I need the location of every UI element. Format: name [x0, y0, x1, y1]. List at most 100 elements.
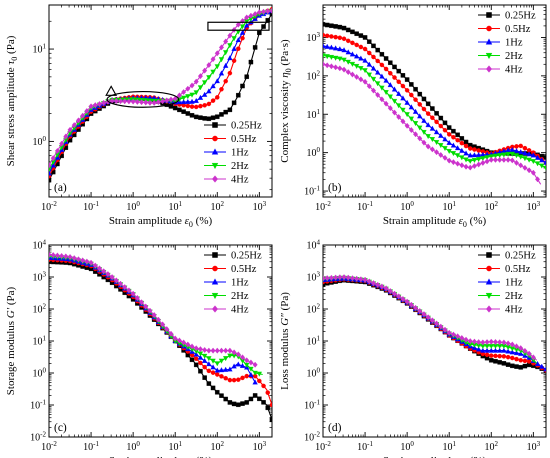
data-point [59, 140, 65, 147]
data-point [455, 132, 460, 138]
data-point [193, 78, 199, 85]
legend-marker [212, 265, 218, 272]
y-tick-label: 10-1 [304, 185, 320, 198]
data-point [471, 152, 478, 158]
data-point [371, 54, 376, 60]
y-tick-label: 104 [33, 239, 47, 252]
data-point [202, 67, 208, 74]
data-point [49, 170, 52, 176]
data-point [417, 308, 423, 314]
y-tick-label: 101 [307, 335, 321, 348]
data-point [67, 254, 73, 260]
data-point [337, 35, 343, 41]
data-point [92, 262, 98, 269]
x-tick-label: 103 [527, 440, 541, 453]
x-tick-label: 10-2 [315, 200, 331, 213]
data-point [324, 22, 330, 28]
x-tick-label: 103 [253, 440, 267, 453]
data-point [265, 405, 270, 411]
data-point [130, 290, 136, 297]
plot-frame [322, 244, 547, 438]
data-point [210, 83, 216, 89]
data-point [454, 153, 461, 159]
data-point [438, 123, 444, 129]
data-point [223, 366, 229, 372]
data-point [193, 356, 199, 361]
legend-marker [485, 65, 493, 73]
data-point [505, 362, 511, 367]
data-point [164, 326, 170, 333]
data-point [323, 61, 326, 68]
data-point [421, 130, 427, 135]
data-point [71, 255, 77, 262]
data-point [231, 401, 237, 407]
data-point [122, 98, 128, 105]
data-point [526, 350, 532, 357]
annotation-ellipse [106, 90, 180, 108]
data-point [151, 312, 157, 318]
data-point [328, 44, 335, 50]
data-point [235, 21, 241, 28]
data-point [438, 152, 444, 158]
data-point [442, 120, 448, 126]
data-point [501, 347, 507, 353]
x-tick-label: 102 [485, 200, 499, 213]
data-point [218, 367, 225, 373]
data-point [206, 101, 212, 107]
data-point [484, 347, 490, 353]
data-point [92, 102, 98, 109]
data-point [122, 284, 128, 291]
data-point [488, 347, 494, 353]
data-point [261, 24, 266, 29]
y-tick-label: 100 [33, 135, 47, 148]
legend-label: 2Hz [505, 291, 523, 302]
data-point [252, 393, 258, 398]
data-point [248, 59, 254, 65]
data-point [105, 271, 111, 278]
data-point [206, 368, 212, 374]
data-point [409, 92, 414, 98]
data-point [341, 274, 347, 281]
data-point [236, 402, 241, 407]
chart-panel-d: 10-2 10-1 100 101 102 103 10-2 10-1 100 101 102 103… [279, 239, 547, 458]
data-point [446, 125, 452, 130]
data-point [240, 83, 245, 89]
data-point [248, 396, 254, 402]
data-point [231, 100, 237, 106]
data-point [329, 23, 334, 28]
data-point [172, 95, 178, 102]
data-point [84, 108, 90, 114]
data-point [198, 368, 203, 374]
data-point [459, 162, 465, 169]
legend-marker [212, 135, 218, 142]
data-point [484, 158, 490, 165]
data-point [54, 147, 60, 154]
data-point [400, 118, 406, 125]
x-tick-label: 100 [400, 440, 414, 453]
data-point [492, 153, 499, 159]
data-point [467, 152, 473, 158]
chart-panel-c: 10-2 10-1 100 101 102 103 10-2 10-1 100 101 102 103… [5, 239, 273, 458]
series-group [49, 251, 272, 422]
data-point [375, 58, 380, 64]
data-point [510, 355, 515, 361]
data-point [324, 275, 330, 282]
data-point [180, 95, 187, 101]
data-point [236, 92, 241, 98]
data-point [425, 122, 431, 128]
series-group [49, 6, 272, 183]
data-point [484, 155, 490, 161]
panel-tag: (c) [54, 422, 67, 434]
data-point [366, 61, 372, 67]
data-point [408, 127, 414, 133]
data-point [438, 132, 444, 138]
data-point [404, 99, 410, 105]
x-axis-label: Strain amplitude ε0 (%) [383, 455, 487, 458]
series-group [323, 274, 546, 373]
data-point [510, 363, 515, 369]
data-point [210, 347, 216, 354]
data-point [257, 396, 262, 402]
data-point [252, 370, 258, 376]
legend-marker [212, 252, 218, 258]
y-tick-label: 10-2 [30, 431, 46, 444]
